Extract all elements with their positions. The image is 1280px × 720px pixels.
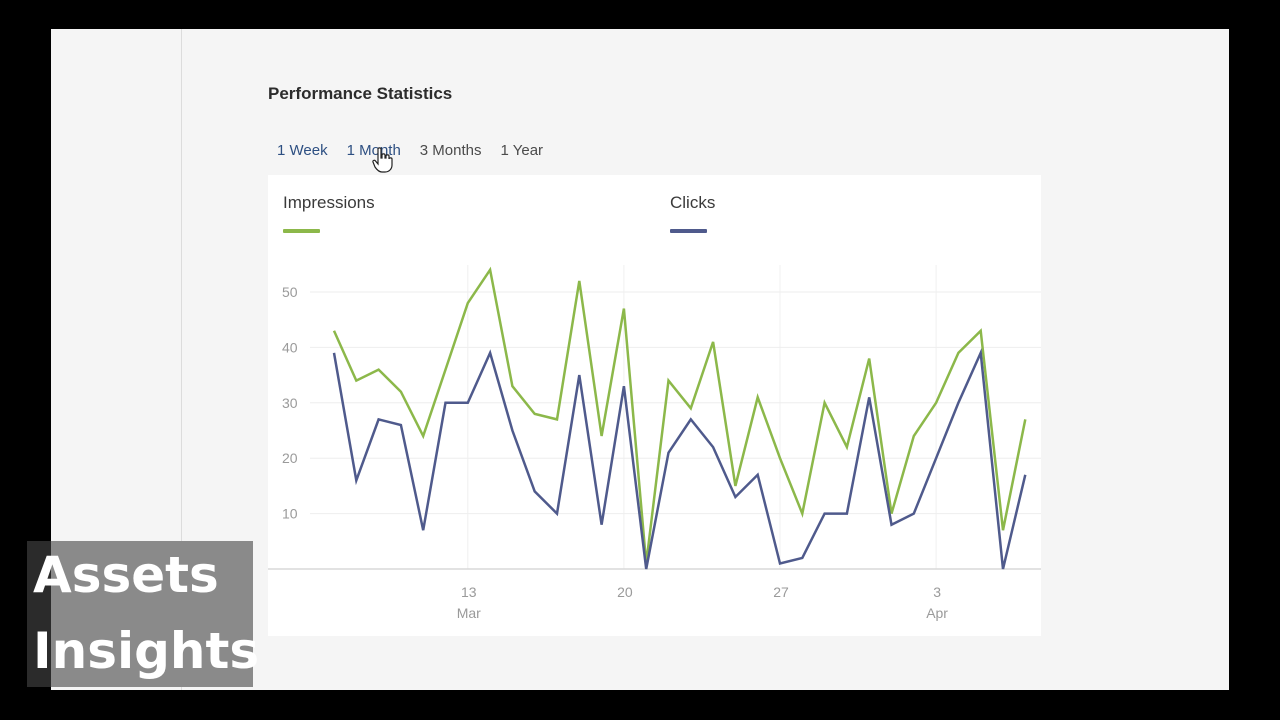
tab-1-year[interactable]: 1 Year (500, 142, 544, 159)
legend-swatch-clicks (670, 229, 707, 233)
series-line-impressions (332, 266, 1027, 564)
line-chart: 10 20 30 40 50 13 Mar 20 27 3 Apr (268, 265, 1041, 621)
time-range-tabs: 1 Week 1 Month 3 Months 1 Year (277, 142, 562, 159)
hand-cursor-icon (372, 147, 393, 173)
overlay-dark-strip (27, 541, 51, 687)
x-tick-label: 3 (933, 584, 941, 600)
chart-card: Impressions Clicks 10 20 30 40 50 13 Mar 20 27 3 A… (268, 175, 1041, 636)
legend-swatch-impressions (283, 229, 320, 233)
y-tick-label: 50 (282, 284, 298, 300)
tab-3-months[interactable]: 3 Months (419, 142, 482, 159)
legend-clicks: Clicks (670, 193, 715, 233)
overlay-caption: Assets Insights (33, 537, 259, 689)
x-tick-label: 13 (461, 584, 477, 600)
series-line-clicks (332, 348, 1027, 570)
sidebar-divider (181, 29, 182, 690)
caption-line-1: Assets (33, 546, 219, 604)
x-tick-month-label: Apr (926, 605, 948, 621)
y-tick-label: 30 (282, 395, 298, 411)
video-caption-overlay: Assets Insights (27, 541, 259, 687)
y-tick-label: 40 (282, 339, 298, 355)
tab-1-week[interactable]: 1 Week (277, 142, 328, 159)
x-tick-month-label: Mar (457, 605, 481, 621)
overlay-grey-box (51, 541, 253, 687)
x-tick-label: 27 (773, 584, 789, 600)
y-tick-label: 10 (282, 506, 298, 522)
y-tick-label: 20 (282, 450, 298, 466)
x-tick-label: 20 (617, 584, 633, 600)
legend-label-clicks: Clicks (670, 193, 716, 212)
caption-line-2: Insights (33, 622, 260, 680)
legend-label-impressions: Impressions (283, 193, 375, 212)
page-title: Performance Statistics (268, 84, 453, 103)
legend-impressions: Impressions (283, 193, 375, 233)
